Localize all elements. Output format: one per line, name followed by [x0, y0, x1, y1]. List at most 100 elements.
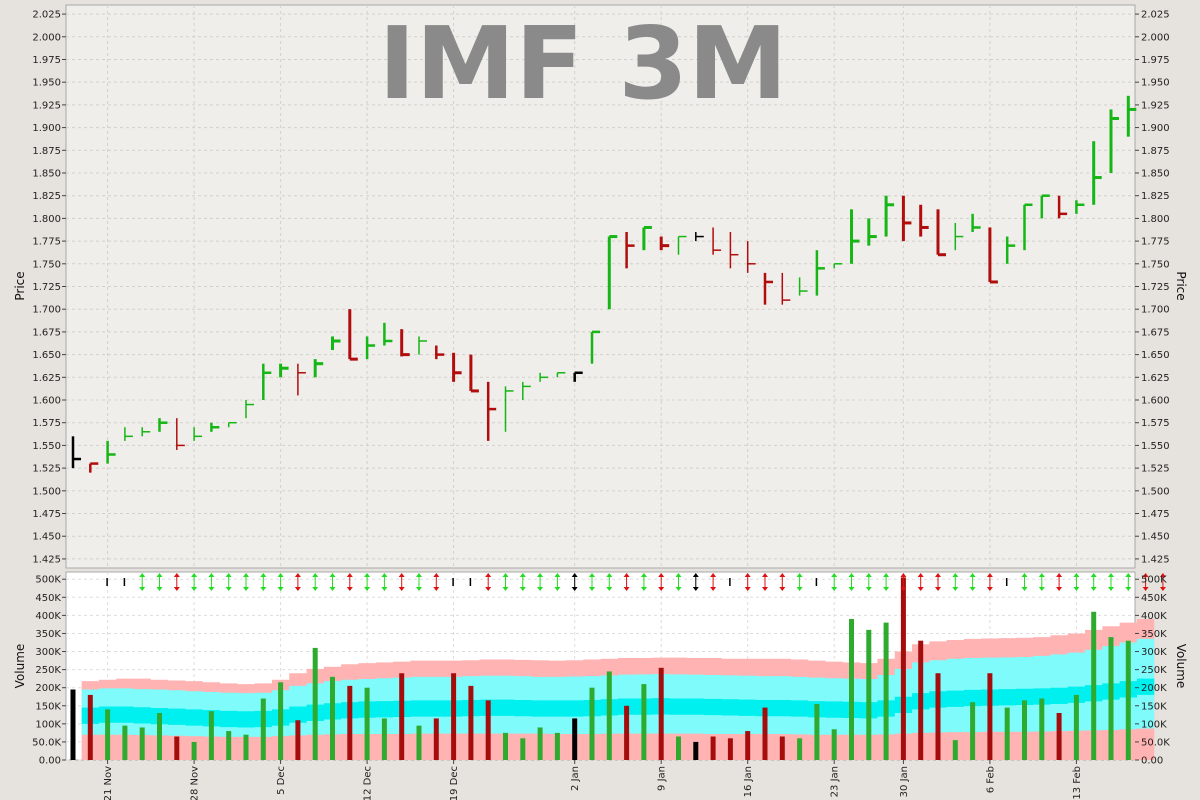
signal-arrow-down	[606, 587, 613, 591]
signal-arrow-up	[537, 573, 544, 577]
signal-arrow-up	[433, 573, 440, 577]
volume-bar	[1108, 637, 1114, 760]
signal-arrow-down	[935, 587, 941, 591]
signal-arrow-up	[831, 573, 838, 577]
price-tick-label-right: 1.775	[1141, 237, 1170, 248]
signal-arrow-up	[883, 573, 890, 577]
volume-bar	[139, 727, 145, 760]
volume-tick-label-right: 100K	[1141, 719, 1167, 730]
volume-bar	[174, 736, 180, 760]
signal-arrow-down	[675, 587, 682, 591]
volume-bar	[87, 694, 93, 760]
signal-arrow-up	[225, 573, 232, 577]
signal-arrow-up	[191, 573, 198, 577]
signal-arrow-up	[156, 573, 163, 577]
signal-arrow-down	[589, 587, 595, 591]
volume-bar	[295, 720, 301, 760]
signal-arrow-up	[173, 573, 180, 577]
price-tick-label-right: 1.500	[1141, 486, 1170, 497]
volume-bars	[70, 577, 1131, 760]
volume-bar	[1039, 698, 1045, 760]
signal-arrow-down	[1108, 587, 1114, 591]
chart-title: IMF 3M	[379, 5, 788, 122]
signal-arrow-down	[156, 587, 163, 591]
volume-bar	[935, 673, 941, 760]
signal-arrow-up	[398, 573, 405, 577]
signal-arrow-up	[260, 573, 267, 577]
volume-bar	[70, 689, 76, 760]
price-tick-label-left: 1.975	[32, 55, 61, 66]
volume-tick-label-right: 0.00	[1141, 756, 1163, 767]
signal-arrow-down	[692, 587, 699, 591]
signal-arrow-up	[986, 573, 993, 577]
price-tick-label-right: 1.550	[1141, 441, 1170, 452]
price-tick-label-right: 2.025	[1141, 10, 1170, 21]
price-tick-label-left: 1.675	[32, 327, 61, 338]
signal-arrow-up	[640, 573, 647, 577]
volume-bar	[226, 731, 232, 760]
volume-tick-label-right: 200K	[1141, 683, 1167, 694]
price-tick-label-right: 1.675	[1141, 327, 1170, 338]
price-tick-label-left: 1.550	[32, 441, 61, 452]
volume-bar	[278, 682, 284, 760]
price-tick-label-left: 1.500	[32, 486, 61, 497]
price-tick-label-left: 1.575	[32, 418, 61, 429]
price-tick-label-right: 1.875	[1141, 146, 1170, 157]
price-tick-label-right: 1.525	[1141, 464, 1170, 475]
signal-arrow-up	[1073, 573, 1080, 577]
volume-bar	[451, 673, 457, 760]
volume-bar	[399, 673, 405, 760]
volume-bar	[866, 629, 872, 760]
volume-axis-label-left: Volume	[13, 644, 27, 689]
signal-arrow-up	[346, 573, 353, 577]
signal-arrow-up	[208, 573, 215, 577]
volume-bar	[987, 673, 993, 760]
signal-arrow-up	[589, 573, 595, 577]
price-tick-label-right: 1.425	[1141, 554, 1170, 565]
x-tick-label: 13 Feb	[1072, 766, 1083, 800]
signal-arrow-up	[1090, 573, 1097, 577]
volume-bar	[468, 685, 474, 760]
volume-bar	[416, 725, 422, 760]
volume-bar	[1073, 694, 1079, 760]
signal-arrow-down	[243, 587, 249, 591]
x-tick-label: 19 Dec	[449, 766, 460, 800]
signal-arrow-down	[346, 587, 353, 591]
volume-bar	[330, 676, 335, 760]
signal-arrow-up	[364, 573, 371, 577]
price-tick-label-left: 1.450	[32, 532, 61, 543]
signal-arrow-up	[139, 573, 146, 577]
volume-bar	[624, 705, 630, 760]
x-tick-label: 12 Dec	[363, 766, 374, 800]
volume-bar	[243, 734, 249, 760]
price-tick-label-left: 1.850	[32, 168, 61, 179]
signal-arrow-down	[952, 587, 959, 591]
volume-axis-label-right: Volume	[1174, 644, 1188, 689]
volume-bar	[347, 685, 353, 760]
signal-arrow-down	[865, 587, 872, 591]
price-tick-label-left: 1.925	[32, 100, 61, 111]
signal-arrow-down	[433, 587, 440, 591]
signal-arrow-up	[796, 573, 803, 577]
signal-arrow-down	[710, 587, 717, 591]
grid-lines	[66, 5, 1135, 761]
volume-tick-label-right: 50.0K	[1141, 737, 1170, 748]
volume-tick-label-left: 200K	[35, 683, 61, 694]
x-tick-label: 6 Feb	[985, 766, 996, 793]
volume-bar	[157, 713, 162, 760]
signal-arrow-down	[831, 587, 838, 591]
price-tick-label-left: 1.700	[32, 305, 61, 316]
signal-arrow-down	[502, 587, 509, 591]
signal-arrow-down	[208, 587, 215, 591]
signal-arrow-up	[312, 573, 319, 577]
signal-arrow-down	[900, 587, 907, 591]
price-tick-label-right: 1.900	[1141, 123, 1170, 134]
signal-arrow-up	[692, 573, 699, 577]
signal-arrow-up	[952, 573, 959, 577]
volume-bar	[503, 732, 508, 760]
signal-arrow-down	[796, 587, 803, 591]
signal-arrow-down	[986, 587, 993, 591]
volume-tick-label-left: 450K	[35, 593, 61, 604]
price-tick-label-left: 1.475	[32, 509, 61, 520]
